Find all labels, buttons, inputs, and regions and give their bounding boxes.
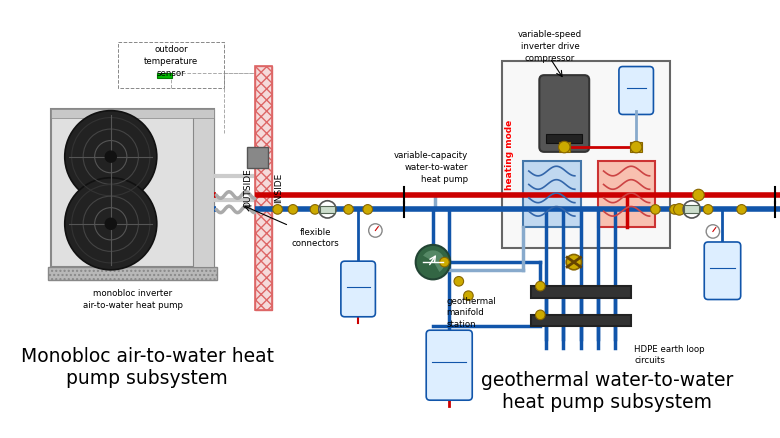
Circle shape (319, 201, 336, 219)
Bar (157, 74, 172, 79)
Bar (502, 62, 670, 248)
FancyBboxPatch shape (341, 261, 375, 317)
Text: geothermal
manifold
station: geothermal manifold station (446, 296, 496, 328)
Bar (630, 143, 642, 152)
Circle shape (558, 142, 570, 153)
Text: variable-speed
inverter drive
compressor: variable-speed inverter drive compressor (518, 30, 582, 63)
Circle shape (693, 190, 704, 201)
Circle shape (706, 225, 720, 239)
Bar (254, 67, 272, 311)
Circle shape (273, 205, 282, 215)
Bar (193, 110, 215, 267)
Bar (51, 110, 214, 119)
Circle shape (288, 205, 298, 215)
Circle shape (683, 201, 700, 219)
Circle shape (310, 205, 320, 215)
Bar (48, 267, 217, 281)
Bar (254, 67, 272, 311)
Circle shape (670, 205, 679, 215)
Bar (597, 162, 655, 227)
Bar (523, 162, 580, 227)
Circle shape (463, 291, 473, 301)
Bar (320, 206, 335, 214)
Circle shape (416, 245, 450, 280)
FancyBboxPatch shape (704, 243, 741, 300)
Circle shape (105, 219, 116, 230)
Circle shape (440, 258, 449, 267)
Bar (546, 134, 583, 144)
FancyBboxPatch shape (539, 76, 589, 152)
Text: OUTSIDE: OUTSIDE (243, 168, 253, 208)
Circle shape (454, 277, 463, 286)
Circle shape (369, 224, 382, 238)
Text: outdoor
temperature
sensor: outdoor temperature sensor (144, 46, 198, 78)
Text: flexible
connectors: flexible connectors (291, 227, 339, 248)
Circle shape (630, 142, 642, 153)
Circle shape (344, 205, 353, 215)
Circle shape (674, 204, 685, 215)
Text: monobloc inverter
air-to-water heat pump: monobloc inverter air-to-water heat pump (83, 288, 183, 309)
Circle shape (704, 205, 713, 215)
Circle shape (737, 205, 746, 215)
Circle shape (105, 152, 116, 163)
FancyBboxPatch shape (619, 67, 654, 115)
Text: INSIDE: INSIDE (274, 173, 283, 203)
Bar (684, 205, 700, 214)
Wedge shape (422, 250, 445, 273)
Bar (530, 315, 631, 327)
Text: geothermal water-to-water
heat pump subsystem: geothermal water-to-water heat pump subs… (481, 371, 734, 412)
Circle shape (651, 205, 660, 215)
Text: heating mode: heating mode (505, 120, 514, 190)
Bar (247, 148, 268, 169)
Text: variable-capacity
water-to-water
heat pump: variable-capacity water-to-water heat pu… (394, 151, 469, 183)
Circle shape (65, 111, 157, 203)
FancyBboxPatch shape (426, 330, 472, 400)
Circle shape (65, 178, 157, 270)
Bar (119, 42, 224, 88)
Circle shape (363, 205, 373, 215)
Circle shape (536, 282, 545, 291)
Text: Monobloc air-to-water heat
pump subsystem: Monobloc air-to-water heat pump subsyste… (21, 346, 274, 387)
Circle shape (536, 311, 545, 320)
Text: HDPE earth loop
circuits: HDPE earth loop circuits (634, 344, 705, 364)
Bar (530, 286, 631, 298)
Bar (51, 110, 214, 267)
Circle shape (566, 255, 582, 270)
Bar (558, 143, 570, 152)
